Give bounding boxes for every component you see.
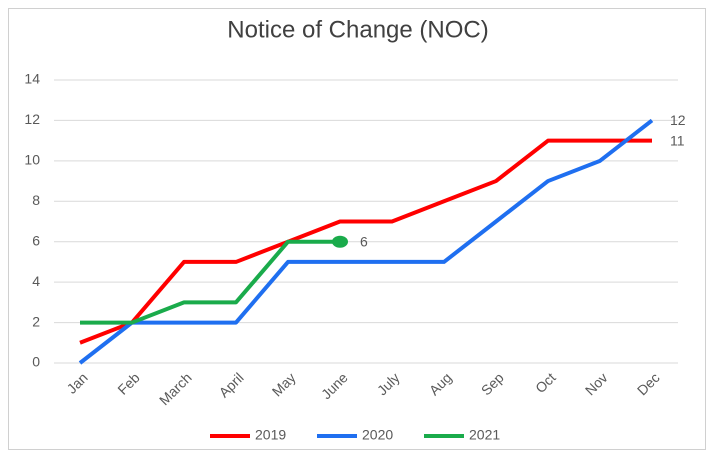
y-tick-label: 4 — [32, 273, 40, 289]
data-label: 12 — [670, 112, 686, 128]
y-tick-label: 14 — [24, 71, 40, 87]
chart-border — [8, 8, 706, 450]
series-line — [80, 239, 340, 325]
y-tick-label: 8 — [32, 192, 40, 208]
series-line — [78, 118, 654, 365]
legend-label: 2019 — [255, 427, 286, 443]
chart-title: Notice of Change (NOC) — [227, 16, 488, 43]
data-label: 6 — [360, 233, 368, 249]
y-tick-label: 12 — [24, 111, 40, 127]
legend-label: 2020 — [362, 427, 393, 443]
series-line — [79, 138, 652, 345]
legend-label: 2021 — [469, 427, 500, 443]
y-tick-label: 10 — [24, 152, 40, 168]
data-label: 11 — [670, 132, 685, 148]
y-tick-label: 0 — [32, 354, 40, 370]
point-marker — [332, 235, 348, 248]
y-tick-label: 2 — [32, 313, 40, 329]
y-tick-label: 6 — [32, 232, 40, 248]
